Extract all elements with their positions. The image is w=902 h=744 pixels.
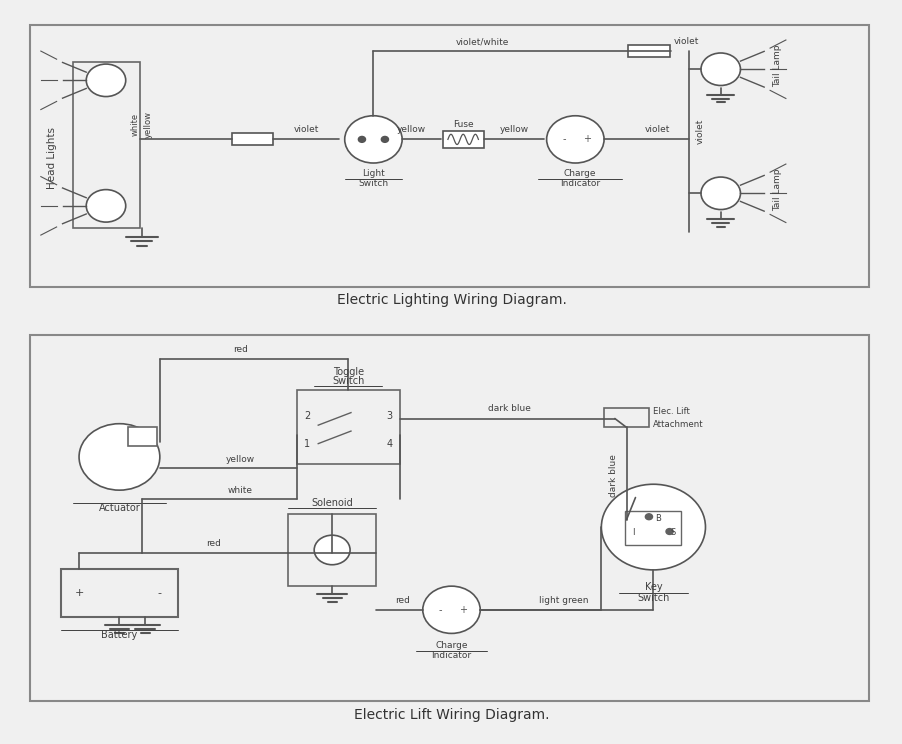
Text: red: red [206,539,221,548]
Text: Fuse: Fuse [452,120,473,129]
Text: Charge: Charge [563,169,595,178]
Circle shape [358,136,365,142]
Text: Elec. Lift: Elec. Lift [653,407,689,416]
Bar [128,426,157,446]
Circle shape [314,535,350,565]
Text: dark blue: dark blue [488,404,530,414]
Circle shape [345,116,401,163]
Text: Key: Key [644,583,661,592]
Text: white: white [131,113,140,136]
Text: +: + [74,589,84,598]
Text: red: red [394,596,410,605]
Text: white: white [228,486,253,495]
Circle shape [700,53,740,86]
Text: Switch: Switch [637,593,669,603]
Text: Battery: Battery [101,630,137,641]
Text: Tail Lamp: Tail Lamp [772,45,781,87]
Bar [297,391,400,464]
Text: -: - [561,135,565,144]
Text: yellow: yellow [396,125,425,134]
Text: Light: Light [362,169,384,178]
Bar [232,133,272,145]
Circle shape [87,64,125,97]
Text: 1: 1 [304,439,310,449]
Bar [603,408,649,427]
Circle shape [79,423,160,490]
Bar [61,569,178,618]
Text: Indicator: Indicator [559,179,599,188]
Circle shape [645,514,652,520]
Circle shape [422,586,480,633]
Circle shape [700,177,740,210]
Text: Solenoid: Solenoid [311,498,353,508]
Circle shape [666,528,672,534]
Bar [73,62,140,228]
Text: Toggle: Toggle [332,368,364,377]
Text: Switch: Switch [358,179,388,188]
Text: Electric Lift Wiring Diagram.: Electric Lift Wiring Diagram. [354,708,548,722]
Circle shape [87,190,125,222]
Bar [288,514,376,586]
Text: 3: 3 [386,411,391,421]
Circle shape [546,116,603,163]
Bar [30,335,868,701]
Text: light green: light green [538,596,588,605]
Text: yellow: yellow [499,125,529,134]
Text: violet: violet [695,118,704,144]
Text: Attachment: Attachment [653,420,704,429]
Text: I: I [631,528,634,537]
Text: Head Lights: Head Lights [47,126,57,189]
Text: violet/white: violet/white [456,37,509,46]
Text: -: - [437,605,441,615]
Text: yellow: yellow [143,111,152,138]
Text: red: red [233,345,248,354]
Text: S: S [670,528,675,537]
Text: -: - [158,589,161,598]
Bar [628,45,669,57]
Text: dark blue: dark blue [608,454,617,497]
Text: Tail Lamp: Tail Lamp [772,168,781,211]
Circle shape [601,484,704,570]
Text: 4: 4 [386,439,391,449]
Text: violet: violet [644,125,669,134]
Text: Actuator: Actuator [98,503,140,513]
Text: violet: violet [673,37,699,46]
Text: Indicator: Indicator [431,651,471,660]
Text: violet: violet [293,125,318,134]
Bar [624,511,680,545]
Bar [30,25,868,287]
Text: yellow: yellow [226,455,255,464]
Bar [442,131,483,147]
Text: Switch: Switch [332,376,364,386]
Text: 2: 2 [304,411,310,421]
Text: Charge: Charge [435,641,467,650]
Circle shape [381,136,388,142]
Text: +: + [458,605,466,615]
Text: +: + [582,135,590,144]
Text: B: B [654,513,660,523]
Text: Electric Lighting Wiring Diagram.: Electric Lighting Wiring Diagram. [336,292,566,307]
